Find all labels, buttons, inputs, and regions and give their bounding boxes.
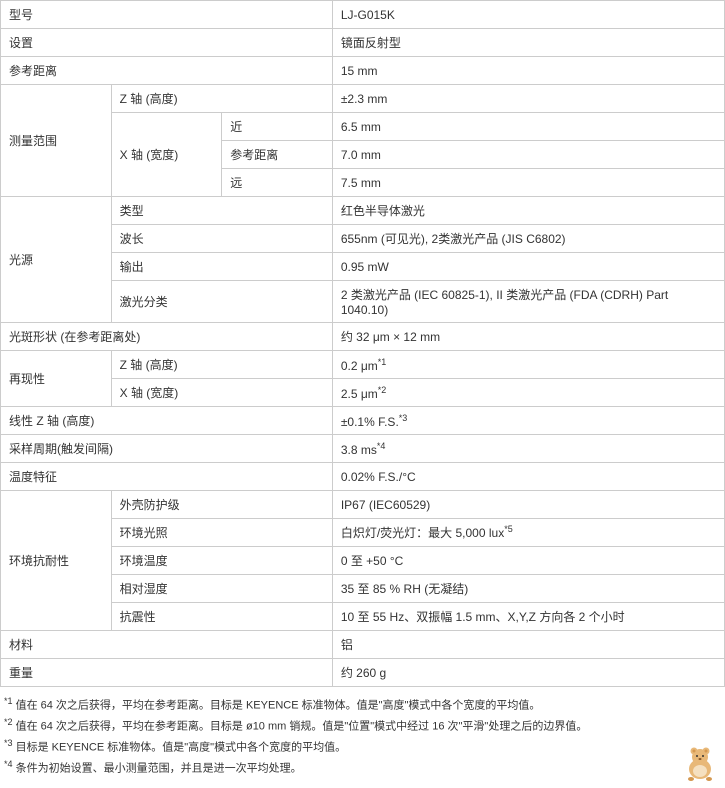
footnote-text: 值在 64 次之后获得，平均在参考距离。目标是 ø10 mm 销规。值是"位置"…: [13, 721, 588, 733]
sup-marker: *5: [504, 524, 513, 534]
footnote-text: 条件为初始设置、最小测量范围，并且是进一次平均处理。: [13, 763, 302, 775]
cell-label: 激光分类: [111, 281, 332, 323]
cell-value: 约 32 μm × 12 mm: [332, 323, 724, 351]
table-row: 采样周期(触发间隔) 3.8 ms*4: [1, 435, 725, 463]
value-text: 白炽灯/荧光灯：最大 5,000 lux: [341, 526, 504, 540]
cell-label: 采样周期(触发间隔): [1, 435, 333, 463]
cell-label: 外壳防护级: [111, 491, 332, 519]
cell-value: 铝: [332, 631, 724, 659]
cell-label: 波长: [111, 225, 332, 253]
cell-value: 0.2 μm*1: [332, 351, 724, 379]
cell-label: 参考距离: [222, 141, 333, 169]
footnote: *3 目标是 KEYENCE 标准物体。值是"高度"模式中各个宽度的平均值。: [4, 737, 721, 756]
cell-label: 测量范围: [1, 85, 112, 197]
table-row: 参考距离 15 mm: [1, 57, 725, 85]
cell-label: 线性 Z 轴 (高度): [1, 407, 333, 435]
table-row: 温度特征 0.02% F.S./°C: [1, 463, 725, 491]
spec-table: 型号 LJ-G015K 设置 镜面反射型 参考距离 15 mm 测量范围 Z 轴…: [0, 0, 725, 687]
cell-value: 655nm (可见光), 2类激光产品 (JIS C6802): [332, 225, 724, 253]
sup-marker: *4: [377, 441, 386, 451]
cell-label: 光斑形状 (在参考距离处): [1, 323, 333, 351]
footnote-marker: *1: [4, 696, 13, 706]
footnote-marker: *4: [4, 759, 13, 769]
cell-label: 重量: [1, 659, 333, 687]
cell-label: 类型: [111, 197, 332, 225]
cell-value: 7.5 mm: [332, 169, 724, 197]
footnote-marker: *2: [4, 717, 13, 727]
footnote-marker: *3: [4, 738, 13, 748]
cell-label: 环境温度: [111, 547, 332, 575]
cell-label: 材料: [1, 631, 333, 659]
table-row: 重量 约 260 g: [1, 659, 725, 687]
footnote: *1 值在 64 次之后获得，平均在参考距离。目标是 KEYENCE 标准物体。…: [4, 695, 721, 714]
footnote: *4 条件为初始设置、最小测量范围，并且是进一次平均处理。: [4, 758, 721, 777]
value-text: ±0.1% F.S.: [341, 415, 399, 429]
table-row: 再现性 Z 轴 (高度) 0.2 μm*1: [1, 351, 725, 379]
table-row: 测量范围 Z 轴 (高度) ±2.3 mm: [1, 85, 725, 113]
cell-label: 环境抗耐性: [1, 491, 112, 631]
cell-label: 参考距离: [1, 57, 333, 85]
sup-marker: *2: [378, 385, 387, 395]
cell-value: 红色半导体激光: [332, 197, 724, 225]
cell-value: 约 260 g: [332, 659, 724, 687]
cell-value: 0.02% F.S./°C: [332, 463, 724, 491]
cell-label: X 轴 (宽度): [111, 113, 222, 197]
table-row: 线性 Z 轴 (高度) ±0.1% F.S.*3: [1, 407, 725, 435]
cell-label: 输出: [111, 253, 332, 281]
table-row: 光斑形状 (在参考距离处) 约 32 μm × 12 mm: [1, 323, 725, 351]
cell-value: 6.5 mm: [332, 113, 724, 141]
sup-marker: *1: [378, 357, 387, 367]
cell-value: 2 类激光产品 (IEC 60825-1), II 类激光产品 (FDA (CD…: [332, 281, 724, 323]
footnote-text: 值在 64 次之后获得，平均在参考距离。目标是 KEYENCE 标准物体。值是"…: [13, 700, 541, 712]
cell-label: Z 轴 (高度): [111, 85, 332, 113]
footnote-text: 目标是 KEYENCE 标准物体。值是"高度"模式中各个宽度的平均值。: [13, 742, 347, 754]
cell-label: 抗震性: [111, 603, 332, 631]
table-row: 设置 镜面反射型: [1, 29, 725, 57]
cell-value: 0.95 mW: [332, 253, 724, 281]
cell-label: 温度特征: [1, 463, 333, 491]
cell-label: 设置: [1, 29, 333, 57]
cell-value: 3.8 ms*4: [332, 435, 724, 463]
cell-label: 相对湿度: [111, 575, 332, 603]
cell-value: LJ-G015K: [332, 1, 724, 29]
cell-value: 35 至 85 % RH (无凝结): [332, 575, 724, 603]
table-row: 型号 LJ-G015K: [1, 1, 725, 29]
cell-value: 0 至 +50 °C: [332, 547, 724, 575]
value-text: 2.5 μm: [341, 387, 378, 401]
cell-value: 2.5 μm*2: [332, 379, 724, 407]
cell-label: Z 轴 (高度): [111, 351, 332, 379]
cell-label: 环境光照: [111, 519, 332, 547]
cell-label: 远: [222, 169, 333, 197]
cell-value: 7.0 mm: [332, 141, 724, 169]
cell-value: 镜面反射型: [332, 29, 724, 57]
value-text: 0.2 μm: [341, 359, 378, 373]
cell-label: 近: [222, 113, 333, 141]
cell-label: X 轴 (宽度): [111, 379, 332, 407]
table-row: 材料 铝: [1, 631, 725, 659]
sup-marker: *3: [399, 413, 408, 423]
cell-value: 白炽灯/荧光灯：最大 5,000 lux*5: [332, 519, 724, 547]
footnote: *2 值在 64 次之后获得，平均在参考距离。目标是 ø10 mm 销规。值是"…: [4, 716, 721, 735]
table-row: 环境抗耐性 外壳防护级 IP67 (IEC60529): [1, 491, 725, 519]
table-row: 光源 类型 红色半导体激光: [1, 197, 725, 225]
cell-value: 10 至 55 Hz、双振幅 1.5 mm、X,Y,Z 方向各 2 个小时: [332, 603, 724, 631]
cell-label: 再现性: [1, 351, 112, 407]
cell-value: ±2.3 mm: [332, 85, 724, 113]
cell-label: 型号: [1, 1, 333, 29]
cell-value: 15 mm: [332, 57, 724, 85]
cell-value: ±0.1% F.S.*3: [332, 407, 724, 435]
bear-icon: [680, 743, 720, 783]
cell-label: 光源: [1, 197, 112, 323]
footnotes-section: *1 值在 64 次之后获得，平均在参考距离。目标是 KEYENCE 标准物体。…: [0, 687, 725, 788]
value-text: 3.8 ms: [341, 443, 377, 457]
cell-value: IP67 (IEC60529): [332, 491, 724, 519]
